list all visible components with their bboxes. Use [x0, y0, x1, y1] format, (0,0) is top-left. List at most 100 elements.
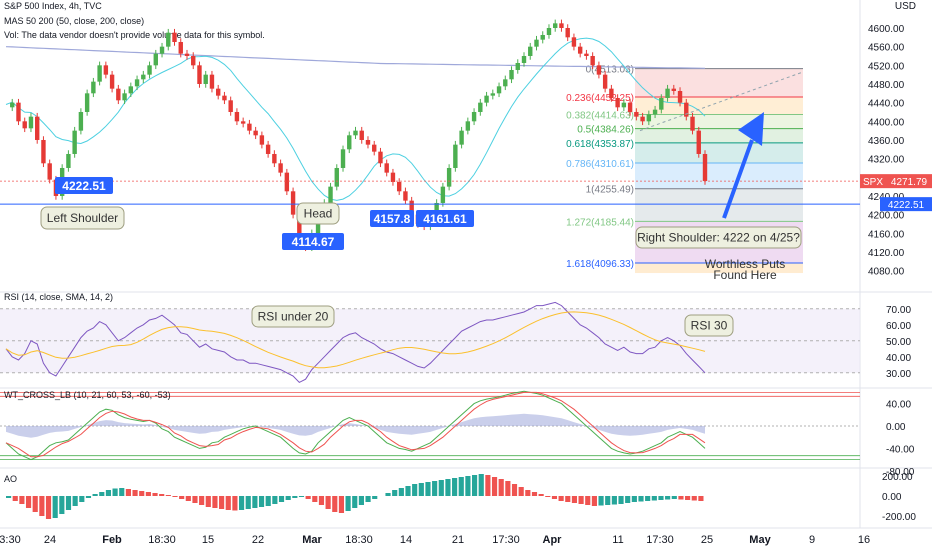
candle-body: [365, 139, 371, 145]
ao-bar: [392, 490, 398, 496]
price-tick: 4560.00: [868, 43, 905, 54]
time-tick: 18:30: [148, 534, 176, 546]
ao-bar: [159, 494, 165, 496]
candle-body: [446, 167, 452, 187]
spx-value-bg: [886, 174, 932, 189]
time-tick: Mar: [302, 534, 322, 546]
candle-body: [315, 216, 321, 234]
ao-bar: [85, 496, 92, 498]
candle-body: [671, 88, 676, 91]
ao-bar: [598, 496, 604, 506]
ao-bar: [12, 496, 18, 501]
candle-body: [515, 62, 520, 70]
price-label-text: 4161.61: [423, 212, 467, 226]
time-tick: 21: [452, 534, 464, 546]
ma-legend: MAS 50 200 (50, close, 200, close): [4, 16, 145, 26]
ao-bar: [498, 479, 504, 496]
head-text: Head: [304, 207, 333, 221]
candle-body: [278, 163, 283, 173]
candle-body: [571, 37, 577, 47]
ao-bar: [691, 496, 697, 501]
rsi-tick: 70.00: [886, 305, 911, 316]
candle-body: [153, 53, 158, 66]
wt-tick: 40.00: [886, 400, 911, 411]
candle-body: [203, 74, 208, 84]
candle-body: [490, 93, 496, 96]
candle-body: [684, 102, 689, 117]
ao-bar: [119, 488, 125, 496]
ao-bar: [425, 482, 431, 496]
candle-body: [503, 79, 508, 87]
ao-bar: [239, 496, 245, 510]
ao-bar: [192, 496, 198, 503]
candle-body: [103, 65, 109, 75]
candle-body: [91, 81, 96, 94]
price-label-text: 4157.8: [374, 212, 411, 226]
ao-bar: [625, 496, 631, 503]
candle-body: [577, 46, 583, 54]
candle-body: [646, 114, 652, 122]
candle-body: [290, 191, 296, 215]
ao-bar: [491, 477, 498, 496]
left-shoulder-bubble: [40, 206, 125, 230]
time-tick: Feb: [102, 534, 122, 546]
fib-level-label: 0.5(4384.26): [577, 125, 634, 136]
candle-body: [627, 102, 633, 112]
ao-bar: [25, 496, 32, 508]
candle-body: [191, 55, 196, 66]
vol-notice: Vol: The data vendor doesn't provide vol…: [4, 30, 265, 40]
ao-bar: [645, 496, 651, 501]
candle-body: [702, 153, 708, 182]
ao-bar: [551, 496, 558, 499]
ao-bar: [525, 490, 531, 496]
ao-bar: [252, 496, 258, 508]
price-tick: 4440.00: [868, 99, 905, 110]
rsi-title: RSI (14, close, SMA, 14, 2): [4, 292, 113, 302]
ao-bar: [312, 496, 318, 502]
ao-bar: [105, 490, 112, 496]
candle-body: [41, 139, 46, 164]
wt-histogram: [6, 413, 705, 438]
price-tick: 4080.00: [868, 267, 905, 278]
ao-bar: [531, 492, 538, 496]
ao-bar: [452, 478, 458, 496]
candle-body: [634, 111, 639, 117]
wt-tick: 0.00: [886, 422, 906, 433]
ao-bar: [298, 496, 305, 497]
ao-bar: [405, 486, 411, 496]
currency-label: USD: [895, 1, 916, 12]
candle-body: [484, 95, 489, 103]
ao-bar: [538, 494, 544, 496]
candle-body: [347, 135, 352, 150]
ao-bar: [418, 483, 424, 496]
candle-body: [328, 186, 333, 203]
price-tick: 4360.00: [868, 136, 905, 147]
fib-level-label: 0.236(4452.25): [566, 93, 634, 104]
candle-body: [390, 172, 396, 182]
ao-bar: [558, 496, 564, 501]
price-tick: 4320.00: [868, 155, 905, 166]
ao-tick: 200.00: [882, 472, 913, 483]
ao-bar: [458, 477, 464, 496]
candle-body: [128, 86, 134, 94]
candle-body: [122, 93, 127, 101]
price-tick: 4200.00: [868, 211, 905, 222]
price-label-text: 4114.67: [292, 235, 335, 249]
ao-bar: [385, 493, 391, 496]
candle-body: [109, 74, 115, 89]
candle-body: [297, 214, 302, 238]
candle-body: [253, 130, 258, 136]
candle-body: [197, 65, 202, 84]
ao-bar: [32, 496, 38, 512]
price-label-box: [370, 210, 414, 227]
candle-body: [465, 121, 471, 131]
time-tick: 11: [612, 534, 623, 546]
candle-body: [259, 135, 265, 145]
ao-bar: [272, 496, 278, 504]
candle-body: [652, 109, 658, 115]
wt2-line: [5, 391, 706, 458]
ao-bar: [325, 496, 331, 509]
fib-zone: [635, 263, 803, 274]
fib-zone: [635, 96, 803, 115]
